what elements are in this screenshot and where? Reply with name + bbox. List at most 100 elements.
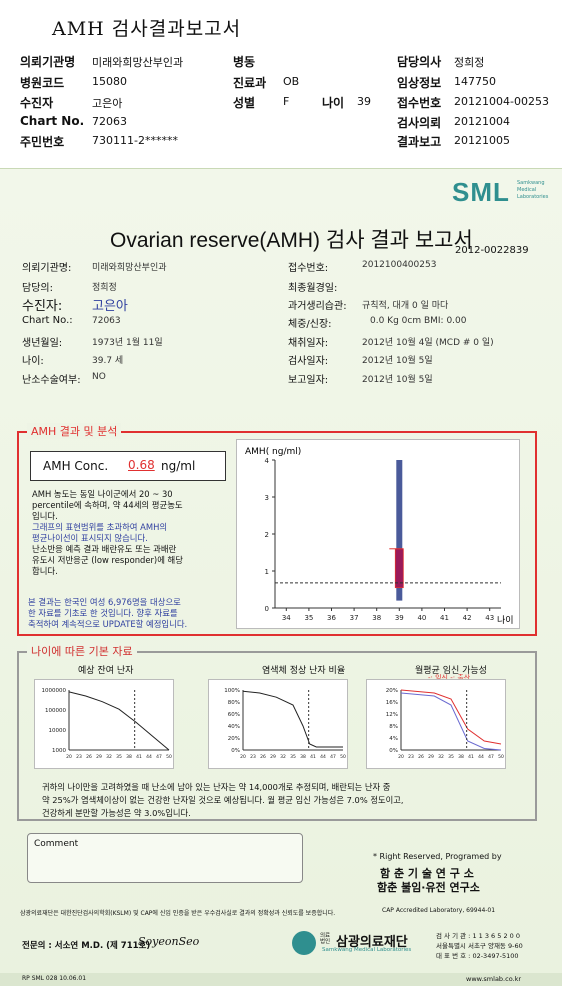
field-value-sex: F xyxy=(283,95,290,108)
field-value: 2012년 10월 5일 xyxy=(362,356,433,366)
form-code: RP SML 028 10.06.01 xyxy=(22,975,87,982)
field-label: 수진자 xyxy=(20,96,54,110)
institute-name: 함 춘 기 술 연 구 소 xyxy=(380,867,474,880)
specialist-name: 전문의 : 서소연 M.D. (제 711호) xyxy=(22,941,151,951)
x-tick-label: 23 xyxy=(408,754,414,760)
x-tick-label: 42 xyxy=(463,614,472,622)
field-value-report: 20121005 xyxy=(454,134,510,147)
y-tick-label: 0 xyxy=(265,605,269,613)
y-tick-label: 10000 xyxy=(49,728,67,734)
field-label-sex: 성별 xyxy=(233,96,256,110)
website-link[interactable]: www.smlab.co.kr xyxy=(466,975,522,983)
field-label-receipt: 접수번호 xyxy=(397,96,442,110)
analysis-line: 합니다. xyxy=(32,566,58,576)
report-number: 2012-0022839 xyxy=(455,245,529,256)
field-value: 정희정 xyxy=(92,283,117,293)
whisker-bar xyxy=(396,460,403,601)
analysis-line: percentile에 속하며, 약 44세의 평균농도 xyxy=(32,500,183,510)
certification-text: 삼광의료재단은 대한진단검사의학회(KSLM) 및 CAP에 신임 인증을 받은… xyxy=(20,910,336,917)
notice-line: 축적하여 계속적으로 UPDATE할 예정입니다. xyxy=(28,619,188,629)
x-tick-label: 40 xyxy=(417,614,426,622)
mini-chart-pregnancy: 0% 4% 8% 12% 16% 20% 20 23 26 29 32 35 38 41 44 47 50 xyxy=(366,679,506,769)
footer-bar: RP SML 028 10.06.01 www.smlab.co.kr xyxy=(0,973,562,986)
amh-chart: AMH( ng/ml) 나이 0 1 2 3 4 34 35 36 37 38 39 40 41 42 43 xyxy=(236,439,520,629)
x-tick-label: 35 xyxy=(304,614,313,622)
y-tick-label: 1000 xyxy=(52,748,66,754)
field-label: 담당의: xyxy=(22,283,53,294)
x-tick-label: 37 xyxy=(350,614,359,622)
field-value: 39.7 세 xyxy=(92,356,124,366)
field-value: 2012100400253 xyxy=(362,260,437,270)
y-tick-label: 3 xyxy=(265,494,269,502)
field-value: 0.0 Kg 0cm BMI: 0.00 xyxy=(370,316,467,326)
x-tick-label: 47 xyxy=(488,754,494,760)
analysis-line: 유도시 저반응군 (low responder)에 해당 xyxy=(32,555,183,565)
x-tick-label: 39 xyxy=(395,614,404,622)
x-tick-label: 35 xyxy=(448,754,454,760)
amh-analysis-text: AMH 농도는 동일 나이군에서 20 ~ 30 percentile에 속하며… xyxy=(32,459,232,577)
analysis-line: 입니다. xyxy=(32,511,58,521)
series-line xyxy=(68,691,170,751)
x-tick-label: 41 xyxy=(440,614,449,622)
amh-section-title: AMH 결과 및 분석 xyxy=(27,423,122,439)
amh-notice-text: 본 결과는 한국인 여성 6,976명을 대상으로 한 자료를 기초로 한 것입… xyxy=(28,597,238,630)
field-value: NO xyxy=(92,372,106,382)
basic-data-box xyxy=(17,651,537,821)
y-tick-label: 2 xyxy=(265,531,269,539)
x-tick-label: 38 xyxy=(126,754,132,760)
y-tick-label: 8% xyxy=(389,724,398,730)
mini-chart-title: 예상 잔여 난자 xyxy=(78,666,134,676)
field-value: 2012년 10월 5일 xyxy=(362,375,433,385)
foundation-prefix: 의료법인 xyxy=(320,933,331,945)
y-tick-label: 80% xyxy=(228,700,240,706)
field-value: 730111-2****** xyxy=(92,134,178,147)
x-tick-label: 50 xyxy=(498,754,504,760)
phone-number: 대 표 번 호 : 02-3497-5100 xyxy=(436,952,519,960)
field-label: Chart No. xyxy=(20,114,85,128)
foundation-name-en: Samkwang Medical Laboratories xyxy=(322,947,412,953)
y-tick-label: 100000 xyxy=(45,708,66,714)
notice-line: 본 결과는 한국인 여성 6,976명을 대상으로 xyxy=(28,597,181,607)
field-label: 접수번호: xyxy=(288,263,329,274)
field-label: 과거생리습관: xyxy=(288,301,347,312)
analysis-line: AMH 농도는 동일 나이군에서 20 ~ 30 xyxy=(32,489,173,499)
sml-logo: SML xyxy=(452,177,510,207)
field-label: 최종월경일: xyxy=(288,283,338,294)
mini-chart-legend: -: 임신 -: 출산 xyxy=(428,674,471,682)
sml-logo-subtitle: Samkwang Medical Laboratories xyxy=(517,180,549,200)
y-tick-label: 4 xyxy=(265,457,270,465)
summary-line: 건강하게 분만할 가능성은 약 3.0%입니다. xyxy=(42,808,191,818)
x-tick-label: 44 xyxy=(146,754,152,760)
iqr-box xyxy=(394,548,404,589)
summary-text: 귀하의 나이만을 고려하였을 때 난소에 남아 있는 난자는 약 14,000개… xyxy=(42,781,532,820)
field-label: 채취일자: xyxy=(288,338,329,349)
address: 서울특별시 서초구 양재동 9-60 xyxy=(436,942,523,950)
field-label: 생년월일: xyxy=(22,338,63,349)
field-label: 체중/신장: xyxy=(288,319,332,330)
field-label: 검사일자: xyxy=(288,356,329,367)
institution-number: 검 사 기 관 : 1 1 3 6 5 2 0 0 xyxy=(436,932,520,940)
x-tick-label: 23 xyxy=(250,754,256,760)
field-value: 72063 xyxy=(92,316,121,326)
field-label: 수진자: xyxy=(22,299,63,314)
field-value: 15080 xyxy=(92,75,127,88)
notice-line: 한 자료를 기초로 한 것입니다. 향후 자료를 xyxy=(28,608,178,618)
cap-text: CAP Accredited Laboratory, 69944-01 xyxy=(382,907,496,914)
field-value: 규칙적, 대개 0 일 마다 xyxy=(362,301,449,311)
field-label: 의뢰기관명: xyxy=(22,263,72,274)
x-tick-label: 23 xyxy=(76,754,82,760)
y-tick-label: 0% xyxy=(389,748,398,754)
field-label: 보고일자: xyxy=(288,375,329,386)
field-value-clinical: 147750 xyxy=(454,75,496,88)
field-label: Chart No.: xyxy=(22,315,73,326)
x-tick-label: 20 xyxy=(66,754,72,760)
y-tick-label: 20% xyxy=(228,736,240,742)
x-tick-label: 43 xyxy=(485,614,494,622)
amh-conc-unit: ng/ml xyxy=(161,459,196,473)
summary-line: 귀하의 나이만을 고려하였을 때 난소에 남아 있는 난자는 약 14,000개… xyxy=(42,782,391,792)
amh-analysis-box xyxy=(17,431,537,636)
x-tick-label: 41 xyxy=(468,754,474,760)
basic-section-title: 나이에 따른 기본 자료 xyxy=(27,643,137,659)
field-value-doctor: 정희정 xyxy=(454,56,485,69)
x-tick-label: 34 xyxy=(282,614,291,622)
